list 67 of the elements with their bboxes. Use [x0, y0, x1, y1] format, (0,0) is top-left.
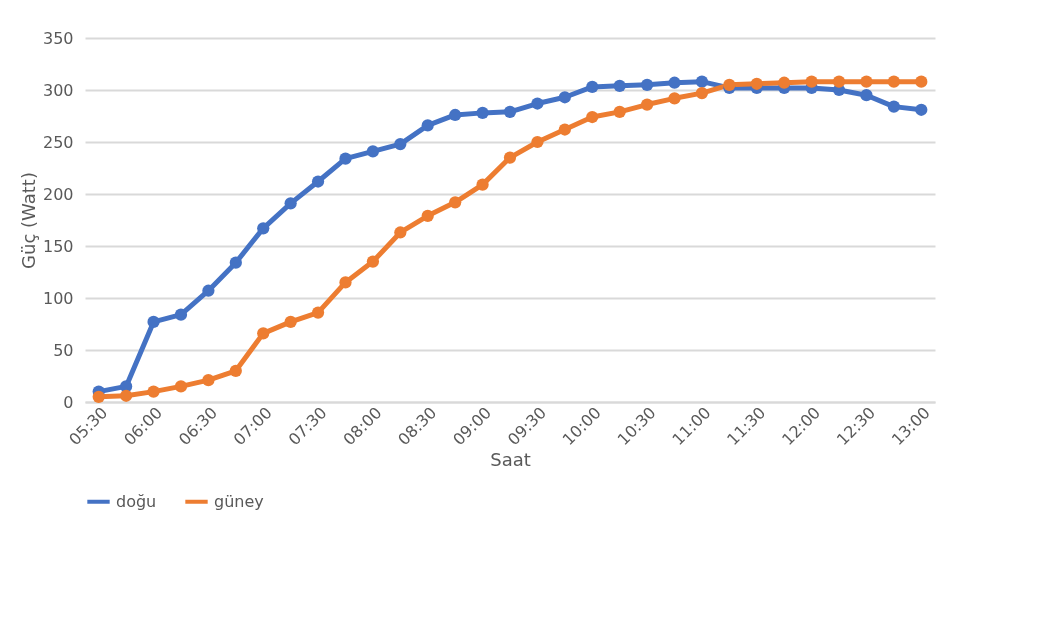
point [202, 374, 215, 387]
legend-label: güney [214, 491, 264, 511]
point [832, 75, 846, 88]
point [421, 119, 434, 132]
point [640, 78, 654, 91]
point [668, 76, 681, 89]
y-tick-label: 250 [42, 132, 74, 152]
y-tick-label: 0 [63, 392, 74, 412]
point [695, 75, 709, 88]
point [695, 87, 709, 100]
point [476, 178, 489, 191]
x-axis-title: Saat [490, 449, 531, 471]
point [860, 75, 873, 88]
point [750, 77, 763, 90]
point [778, 76, 791, 89]
point [284, 197, 297, 210]
point [915, 103, 928, 116]
legend-label: doğu [116, 491, 157, 511]
y-tick-label: 300 [42, 80, 74, 100]
point [284, 315, 297, 329]
point [174, 308, 188, 321]
y-tick-label: 200 [42, 184, 74, 204]
point [229, 364, 242, 377]
point [92, 390, 105, 403]
point [613, 105, 626, 118]
point [421, 209, 434, 222]
point [613, 79, 626, 92]
point [339, 276, 352, 289]
point [366, 145, 380, 158]
point [339, 152, 352, 165]
point [503, 105, 517, 118]
point [311, 306, 325, 319]
point [147, 385, 160, 398]
point [640, 98, 654, 111]
point [394, 226, 407, 239]
point [805, 75, 818, 88]
point [147, 315, 160, 329]
y-tick-label: 50 [53, 340, 74, 360]
y-tick-label: 350 [42, 28, 74, 48]
point [449, 196, 462, 209]
point [531, 135, 544, 149]
point [915, 75, 928, 88]
point [366, 255, 380, 268]
point [723, 78, 736, 91]
point [558, 91, 571, 104]
point [174, 380, 188, 393]
y-tick-label: 100 [42, 288, 74, 308]
point [257, 222, 270, 235]
point [668, 92, 681, 105]
point [558, 123, 571, 136]
point [503, 151, 517, 164]
point [586, 80, 599, 93]
y-axis-title: Güç (Watt) [17, 172, 39, 269]
point [311, 175, 325, 188]
point [120, 389, 133, 402]
point [394, 137, 407, 151]
point [887, 75, 900, 88]
point [449, 108, 462, 122]
point [531, 97, 544, 110]
y-tick-label: 150 [42, 236, 74, 256]
point [229, 256, 242, 269]
point [257, 327, 270, 340]
point [476, 106, 489, 119]
point [586, 110, 599, 124]
point [202, 284, 215, 297]
point [860, 89, 873, 102]
point [887, 100, 900, 113]
